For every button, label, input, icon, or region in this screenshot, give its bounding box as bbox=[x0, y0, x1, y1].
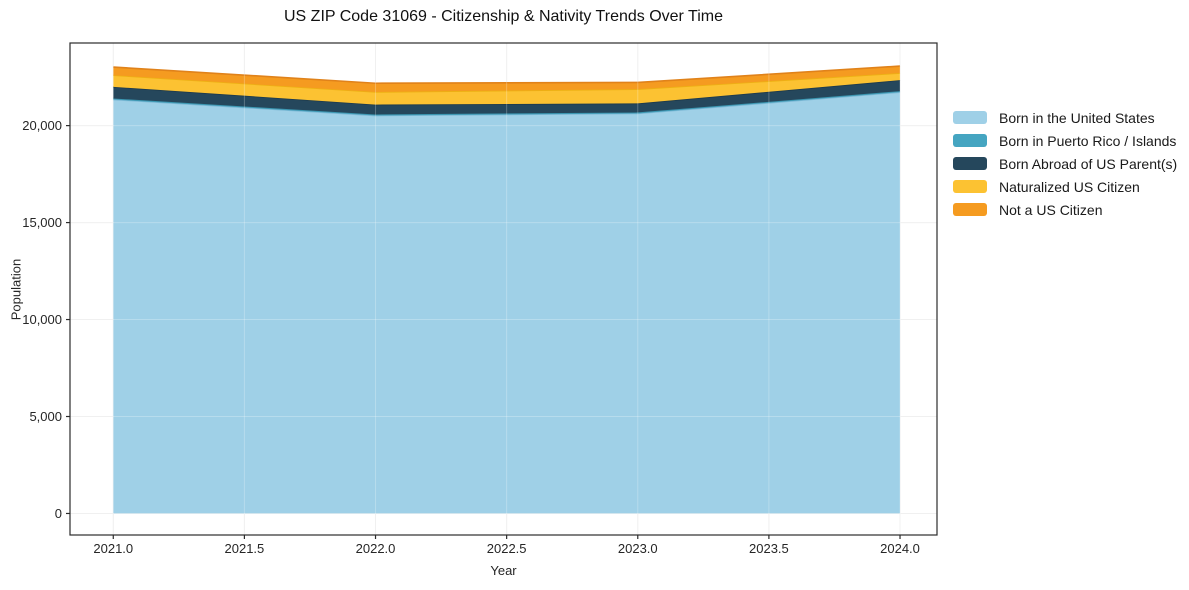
x-tick-label: 2023.5 bbox=[749, 541, 789, 556]
y-tick-label: 0 bbox=[55, 506, 62, 521]
area-band-2 bbox=[113, 80, 901, 115]
area-band-edge-4 bbox=[113, 65, 901, 85]
y-tick-label: 20,000 bbox=[22, 118, 62, 133]
y-tick-label: 10,000 bbox=[22, 312, 62, 327]
x-tick-label: 2022.5 bbox=[487, 541, 527, 556]
legend-item-2: Born Abroad of US Parent(s) bbox=[953, 152, 1177, 175]
x-tick-label: 2023.0 bbox=[618, 541, 658, 556]
x-tick-label: 2022.0 bbox=[356, 541, 396, 556]
y-tick-label: 15,000 bbox=[22, 215, 62, 230]
legend-swatch-icon bbox=[953, 157, 987, 170]
area-band-4 bbox=[113, 66, 901, 92]
legend-item-4: Not a US Citizen bbox=[953, 198, 1177, 221]
legend-item-3: Naturalized US Citizen bbox=[953, 175, 1177, 198]
legend-label: Not a US Citizen bbox=[999, 201, 1103, 218]
area-band-3 bbox=[113, 73, 901, 105]
legend-swatch-icon bbox=[953, 111, 987, 124]
legend-swatch-icon bbox=[953, 134, 987, 147]
y-tick-label: 5,000 bbox=[29, 409, 62, 424]
legend-label: Born in Puerto Rico / Islands bbox=[999, 132, 1177, 149]
legend-item-1: Born in Puerto Rico / Islands bbox=[953, 129, 1177, 152]
x-axis-label: Year bbox=[490, 563, 517, 578]
chart-title: US ZIP Code 31069 - Citizenship & Nativi… bbox=[284, 8, 723, 25]
area-band-0 bbox=[113, 92, 901, 514]
legend-label: Born in the United States bbox=[999, 109, 1155, 126]
x-tick-label: 2024.0 bbox=[880, 541, 920, 556]
legend-item-0: Born in the United States bbox=[953, 106, 1177, 129]
legend-label: Naturalized US Citizen bbox=[999, 178, 1140, 195]
legend: Born in the United States Born in Puerto … bbox=[953, 106, 1177, 221]
legend-label: Born Abroad of US Parent(s) bbox=[999, 155, 1178, 172]
axes-frame bbox=[69, 42, 938, 536]
x-tick-label: 2021.0 bbox=[93, 541, 133, 556]
legend-swatch-icon bbox=[953, 180, 987, 193]
x-tick-label: 2021.5 bbox=[225, 541, 265, 556]
legend-swatch-icon bbox=[953, 203, 987, 216]
